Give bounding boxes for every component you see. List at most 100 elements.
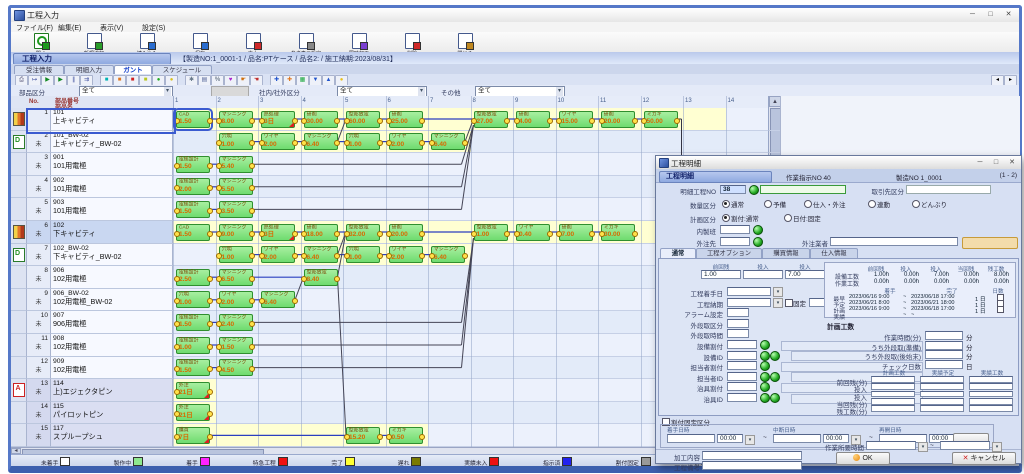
process-box-熱処理[interactable]: 熱処理 3日 [258,110,298,128]
menu-item[interactable]: 設定(S) [142,25,166,32]
ok-button[interactable]: OK [836,452,890,465]
input-field[interactable] [727,393,757,402]
tab-明細入力[interactable]: 明細入力 [64,65,114,75]
process-box-穴明[interactable]: 穴明 1.00 [343,133,383,151]
input-field[interactable] [871,390,915,398]
process-box-電極設計[interactable]: 電極設計 1.50 [173,155,213,173]
input-field[interactable]: 1.00 [701,270,741,279]
maximize-button[interactable]: □ [988,11,993,18]
process-box-研削[interactable]: 研削 30.00 [301,110,340,128]
input-field[interactable] [920,397,964,405]
table-row[interactable]: 14 未 115 パイロットピン [11,401,173,425]
time-value[interactable]: 00:00 [717,434,743,443]
input-field[interactable] [969,390,1013,398]
input-field[interactable]: 7.00 [785,270,825,279]
search-icon[interactable] [760,371,770,382]
input-field[interactable] [969,405,1013,412]
process-box-マシニング[interactable]: マシニング 4.50 [216,359,255,377]
input-field[interactable] [773,434,821,443]
dropdown-icon[interactable]: ▾ [918,441,928,452]
process-box-ミガキ[interactable]: ミガキ 0.50 [386,426,425,444]
table-row[interactable]: 9 未 906_BW-02 102用電極_BW-02 [11,288,173,312]
process-box-研削[interactable]: 研削 18.00 [301,223,340,241]
table-row[interactable]: 11 未 908 102用電極 [11,334,173,357]
process-box-マシニング[interactable]: マシニング 6.40 [258,291,298,309]
process-box-マシニング[interactable]: マシニング 5.40 [216,155,255,173]
table-row[interactable]: 10 未 907 906用電極 [11,311,173,334]
table-row[interactable]: 8 未 906 102用電極 [11,266,173,289]
process-box-電極設計[interactable]: 電極設計 1.50 [173,313,213,331]
toolbar-button[interactable]: 保存 [174,33,226,57]
process-box-研削[interactable]: 研削 7.00 [556,223,595,241]
input-field[interactable] [925,340,963,350]
process-box-マシニング[interactable]: マシニング 6.50 [216,268,255,286]
table-row[interactable]: 6 未 102 下キャビティ [11,221,173,244]
radio-通常[interactable] [722,200,730,208]
process-box-研削[interactable]: 研削 20.00 [598,110,638,128]
dropdown-icon[interactable]: ▾ [851,434,861,445]
toolbar-button[interactable]: 読み込み [121,33,173,57]
process-box-ミガキ[interactable]: ミガキ 50.00 [641,110,680,128]
process-box-マシニング[interactable]: マシニング 6.40 [301,133,340,151]
dialog-tab-通常[interactable]: 通常 [660,248,696,259]
input-field[interactable] [925,359,963,369]
dropdown-icon[interactable]: ▾ [745,434,755,445]
input-field[interactable] [720,237,750,246]
input-field[interactable] [727,308,749,318]
process-box-型彫放電[interactable]: 型彫放電 1.00 [471,223,510,241]
input-field[interactable] [727,318,749,328]
checkbox-固定[interactable] [785,298,793,307]
dialog-tab-仕入情報[interactable]: 仕入情報 [810,248,858,259]
table-row[interactable]: 12 未 909 102用電極 [11,356,173,380]
radio-どんぶり[interactable] [912,200,920,208]
input-field[interactable] [727,340,757,349]
search-icon[interactable] [753,225,763,235]
search-icon[interactable] [760,382,770,393]
toolbar-button[interactable]: 削除 [386,33,438,57]
process-box-ワイヤ[interactable]: ワイヤ 2.00 [258,246,298,264]
table-row[interactable]: 5 未 903 101用電極 [11,198,173,221]
fix-checkbox[interactable] [662,418,670,426]
toolbar-button[interactable]: 新規追加 [68,33,120,57]
process-box-ワイヤ[interactable]: ワイヤ 0.40 [513,223,553,241]
process-box-ワイヤ[interactable]: ワイヤ 2.00 [258,133,298,151]
cancel-button[interactable]: ✕ キャンセル [952,452,1016,465]
search-icon[interactable] [760,393,770,403]
process-box-電極設計[interactable]: 電極設計 1.50 [173,200,213,218]
process-box-マシニング[interactable]: マシニング 8.00 [216,110,255,128]
process-box-穴明[interactable]: 穴明 1.00 [173,291,213,309]
search-icon[interactable] [770,350,780,361]
process-box-型彫放電[interactable]: 型彫放電 15.20 [343,426,383,444]
input-field[interactable] [925,331,963,340]
menu-item[interactable]: 編集(E) [58,25,82,32]
search-icon[interactable] [760,340,770,350]
calendar-icon[interactable]: ▾ [773,287,783,297]
process-box-穴明[interactable]: 穴明 1.00 [216,246,255,264]
process-box-研削[interactable]: 研削 20.00 [386,223,425,241]
process-box-電極設計[interactable]: 電極設計 1.00 [173,336,213,354]
filter-select[interactable]: 全て [79,86,173,97]
dialog-maximize-button[interactable]: □ [993,159,999,166]
scroll-left-arrow[interactable]: ◂ [11,448,21,454]
table-row[interactable]: 1 101 上キャビティ [11,108,173,131]
toolbar-button[interactable]: 参考表示設定 [280,33,332,57]
dialog-tab-工程オプション[interactable]: 工程オプション [696,248,762,259]
process-box-穴明[interactable]: 穴明 1.00 [216,133,255,151]
input-field[interactable] [727,371,757,381]
process-box-マシニング[interactable]: マシニング 5.50 [216,178,255,196]
toolbar-button[interactable]: 同時加工 [333,33,385,57]
process-box-外注[interactable]: 外注 21日 [173,381,213,399]
radio-割付:通常[interactable] [722,214,730,222]
process-box-型彫放電[interactable]: 型彫放電 27.00 [471,110,510,128]
input-field[interactable] [920,376,964,383]
close-button[interactable]: ✕ [1005,11,1012,18]
process-box-ワイヤ[interactable]: ワイヤ 15.00 [556,110,595,128]
toolbar-button[interactable]: 開く [15,33,67,57]
process-box-熱処理[interactable]: 熱処理 3日 [258,223,298,241]
input-field[interactable] [727,297,771,307]
calendar-icon[interactable]: ▾ [773,297,783,308]
process-box-電極設計[interactable]: 電極設計 2.50 [173,268,213,286]
process-box-CAD[interactable]: CAD 1.50 [173,223,213,241]
search-icon[interactable] [753,237,763,247]
